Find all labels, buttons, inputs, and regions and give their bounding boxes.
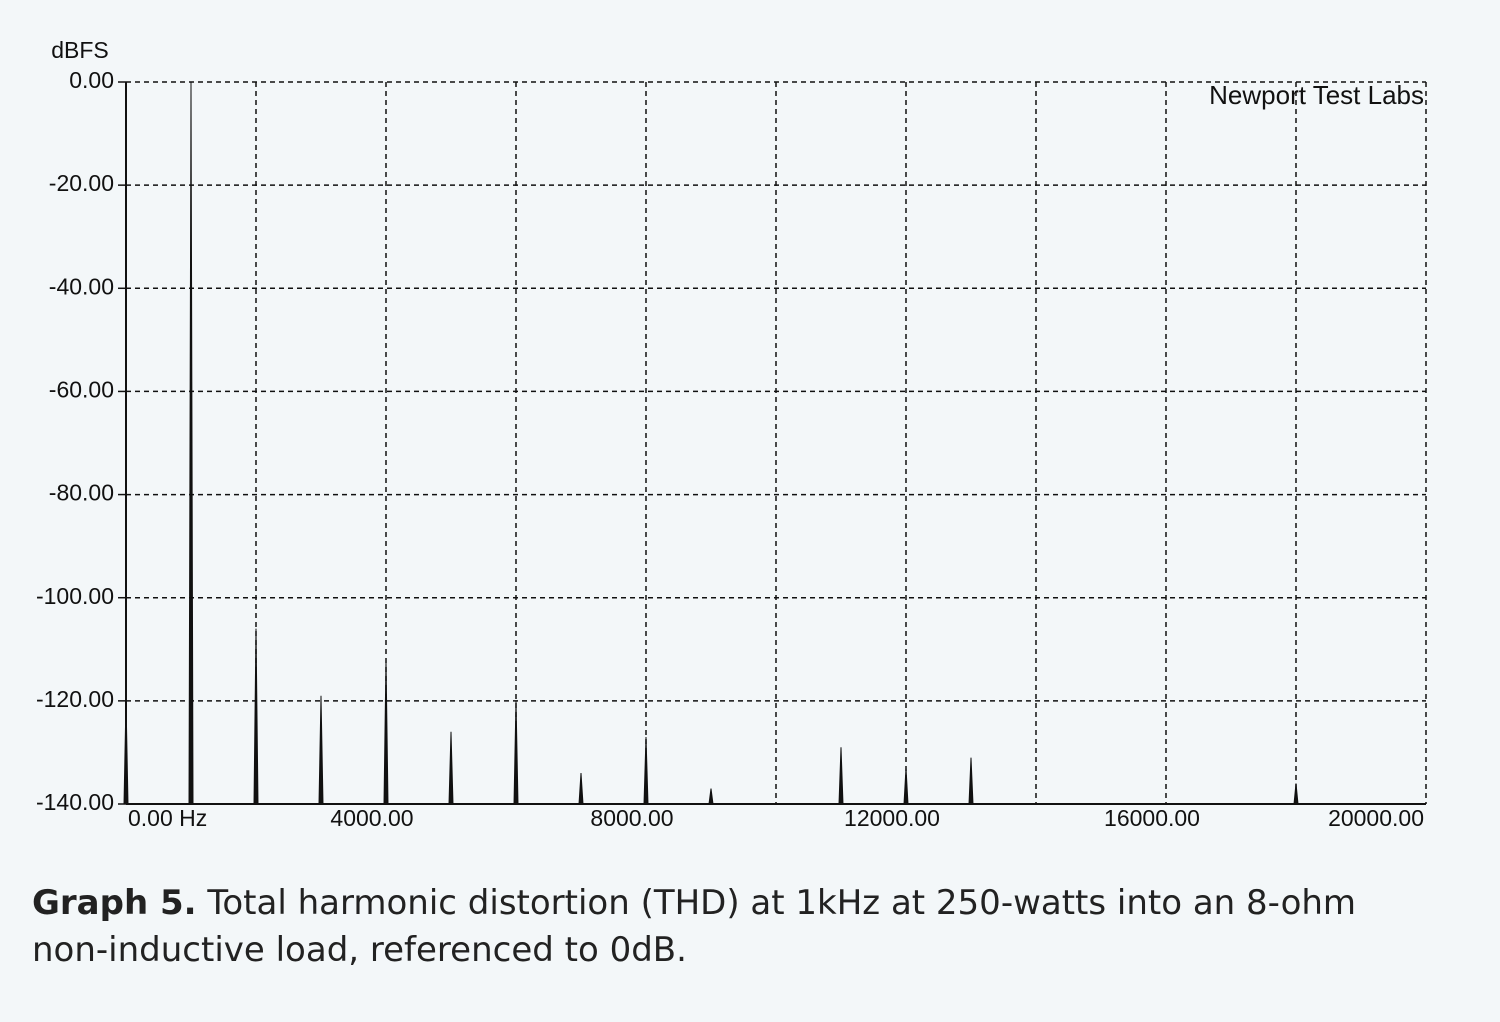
y-tick-label: -120.00: [36, 686, 114, 712]
caption-text: Total harmonic distortion (THD) at 1kHz …: [32, 883, 1357, 970]
spectral-peak: [578, 773, 584, 805]
y-tick-label: -40.00: [49, 273, 114, 299]
spectral-peak: [903, 767, 909, 805]
spectral-peak: [318, 695, 324, 805]
y-tick-label: -20.00: [49, 170, 114, 196]
spectral-peak: [643, 736, 649, 805]
spectral-peak: [383, 659, 389, 805]
spectral-peak: [968, 757, 974, 805]
spectral-peak: [838, 747, 844, 805]
x-tick-label: 4000.00: [330, 805, 413, 831]
y-tick-label: -60.00: [49, 377, 114, 403]
x-tick-label: 0.00 Hz: [128, 805, 207, 831]
y-axis-label: dBFS: [51, 37, 109, 63]
caption: Graph 5. Total harmonic distortion (THD)…: [32, 880, 1422, 974]
chart: dBFS Newport Test Labs 0.00 -20.00 -40.00 -…: [36, 37, 1427, 831]
annotation: Newport Test Labs: [1209, 80, 1424, 110]
y-tick-label: -80.00: [49, 480, 114, 506]
spectral-peak: [123, 700, 129, 805]
spectral-peak: [253, 628, 259, 805]
spectral-peak: [1293, 783, 1299, 805]
spectral-peak: [448, 731, 454, 805]
caption-lead: Graph 5.: [32, 883, 197, 923]
x-tick-label: 12000.00: [844, 805, 940, 831]
spectral-peak: [513, 700, 519, 805]
y-tick-label: -100.00: [36, 583, 114, 609]
y-tick-label: -140.00: [36, 789, 114, 815]
x-tick-label: 20000.00: [1328, 805, 1424, 831]
y-tick-label: 0.00: [69, 67, 114, 93]
spectral-peak: [188, 81, 194, 805]
spectral-peak: [708, 788, 714, 805]
x-tick-label: 8000.00: [590, 805, 673, 831]
x-tick-label: 16000.00: [1104, 805, 1200, 831]
